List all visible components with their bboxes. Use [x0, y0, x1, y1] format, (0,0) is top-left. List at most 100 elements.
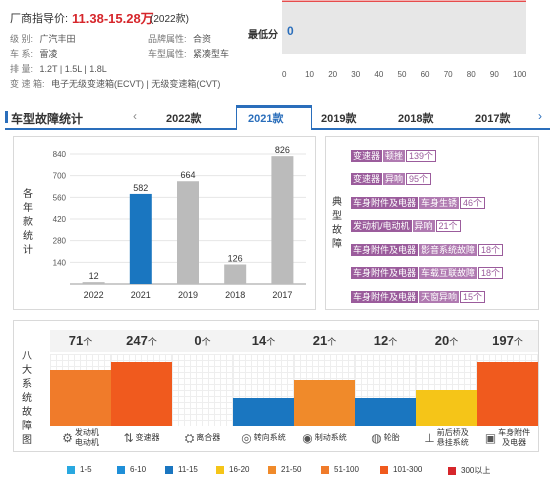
price-label: 厂商指导价: [10, 13, 69, 25]
score-tick: 70 [443, 70, 453, 79]
fault-category: 车身附件及电器 [351, 290, 419, 303]
fault-category: 车身附件及电器 [351, 243, 419, 256]
fault-category: 变速器 [351, 173, 383, 185]
system-column[interactable]: 12个 ◍ 轮胎 [355, 330, 416, 444]
system-bar [355, 398, 416, 426]
bar-value-label: 664 [180, 170, 195, 180]
bar-value-label: 12 [89, 271, 99, 281]
system-name: ⇅ 变速器 [111, 426, 172, 450]
system-column[interactable]: 20个 ⊥ 前后桥及 悬挂系统 [416, 330, 477, 447]
fault-item[interactable]: 车身附件及电器 影音系统故障 18个 [351, 243, 504, 256]
info-row: 级 别: 广汽丰田 [10, 32, 76, 45]
yearly-label: 各年款统计 [22, 188, 34, 258]
bar-2018[interactable] [224, 264, 247, 285]
system-name: ◎ 转向系统 [233, 426, 294, 450]
fault-item[interactable]: 发动机/电动机 异响 21个 [351, 220, 503, 233]
system-column[interactable]: 247个 ⇅ 变速器 [111, 330, 172, 444]
fault-issue: 异响 [412, 220, 435, 232]
info-value: 紧凑型车 [193, 49, 230, 59]
system-count: 14个 [233, 330, 294, 352]
system-name-text: 发动机 电动机 [74, 428, 99, 447]
score-tick: 100 [513, 70, 527, 79]
typical-label: 典型故障 [331, 196, 343, 252]
fault-item[interactable]: 变速器 异响 95个 [351, 173, 503, 186]
fault-issue: 异响 [383, 173, 406, 185]
typical-label-text: 典型故障 [332, 197, 342, 250]
info-key: 车 系: [10, 49, 34, 59]
system-count-unit: 个 [388, 337, 398, 347]
system-bar-background [111, 354, 172, 426]
system-bar-background [477, 354, 538, 426]
system-count: 12个 [355, 330, 416, 352]
legend-label: 300以上 [461, 466, 491, 475]
bar-2019[interactable] [177, 181, 199, 284]
legend-item: 11-15 [165, 465, 198, 474]
system-column[interactable]: 71个 ⚙ 发动机 电动机 [50, 330, 111, 447]
bar-value-label: 582 [133, 183, 148, 193]
bar-value-label: 126 [228, 254, 243, 264]
system-count: 247个 [111, 330, 172, 352]
y-tick-label: 560 [53, 193, 67, 202]
tab-2017[interactable]: 2017款 [475, 113, 511, 125]
fault-count: 18个 [478, 243, 504, 256]
system-count-value: 21 [312, 333, 328, 348]
system-column[interactable]: 197个 ▣ 车身附件 及电器 [477, 330, 538, 447]
fault-issue: 车身生锈 [419, 196, 460, 209]
legend-item: 300以上 [448, 465, 490, 476]
systems-label: 八大系统故障图 [21, 350, 33, 448]
system-count: 0个 [172, 330, 233, 352]
legend-swatch [268, 465, 276, 474]
system-name-text: 变速器 [135, 433, 160, 442]
chevron-left-icon[interactable]: ‹ [133, 109, 137, 123]
fault-category: 变速器 [351, 149, 383, 162]
system-count-value: 20 [434, 333, 450, 348]
system-name-text: 前后桥及 悬挂系统 [436, 428, 469, 447]
fault-issue: 影音系统故障 [419, 243, 478, 256]
fault-item[interactable]: 车身附件及电器 天窗异响 15个 [351, 290, 503, 303]
score-label: 最低分 [248, 30, 278, 41]
system-count-unit: 个 [327, 337, 337, 347]
bar-2021[interactable] [129, 193, 152, 284]
system-count-value: 12 [373, 333, 389, 348]
yearly-chart-panel [13, 136, 316, 310]
system-count-value: 14 [251, 333, 267, 348]
tab-2018[interactable]: 2018款 [398, 113, 434, 125]
system-column[interactable]: 14个 ◎ 转向系统 [233, 330, 294, 444]
legend-label: 1-5 [80, 465, 92, 474]
system-column[interactable]: 21个 ◉ 制动系统 [294, 330, 355, 444]
info-value: 雷凌 [39, 49, 58, 59]
engine-icon: ⚙ [62, 431, 73, 445]
info-row: 品牌属性: 合资 [148, 32, 211, 45]
bar-value-label: 826 [275, 145, 290, 155]
score-tick: 90 [489, 70, 499, 79]
brake-icon: ◉ [302, 431, 313, 445]
fault-item[interactable]: 变速器 顿挫 139个 [351, 149, 503, 162]
legend-item: 1-5 [67, 465, 92, 474]
tab-2019[interactable]: 2019款 [321, 113, 357, 125]
system-bar [294, 380, 355, 426]
score-tick: 10 [305, 70, 314, 79]
tab-2022[interactable]: 2022款 [166, 113, 202, 125]
fault-item[interactable]: 车身附件及电器 车身生锈 46个 [351, 196, 503, 209]
bar-2022[interactable] [82, 282, 105, 284]
tab-2021[interactable]: 2021款 [248, 113, 284, 125]
fault-item[interactable]: 车身附件及电器 车载互联故障 18个 [351, 267, 504, 280]
legend-swatch [380, 465, 388, 474]
x-tick-label: 2019 [178, 290, 198, 300]
legend-item: 51-100 [321, 465, 359, 474]
system-column[interactable]: 0个 ⛭ 离合器 [172, 330, 233, 444]
section-header: 车型故障统计 ‹ 2022款 2021款 2019款 2018款 2017款 › [4, 105, 550, 130]
legend-label: 6-10 [130, 465, 147, 474]
bar-2017[interactable] [271, 156, 294, 284]
steering-wheel-icon: ◎ [241, 431, 252, 445]
system-name: ▣ 车身附件 及电器 [477, 426, 538, 450]
legend-item: 16-20 [216, 465, 249, 474]
chevron-right-icon[interactable]: › [538, 109, 542, 123]
system-name-text: 制动系统 [314, 433, 347, 442]
system-bar-background [416, 354, 477, 426]
price-value: 11.38-15.28万 [72, 11, 154, 26]
info-key: 车型属性: [148, 49, 187, 59]
system-count-unit: 个 [266, 337, 276, 347]
system-count-value: 71 [68, 333, 84, 348]
legend-label: 51-100 [334, 465, 359, 474]
